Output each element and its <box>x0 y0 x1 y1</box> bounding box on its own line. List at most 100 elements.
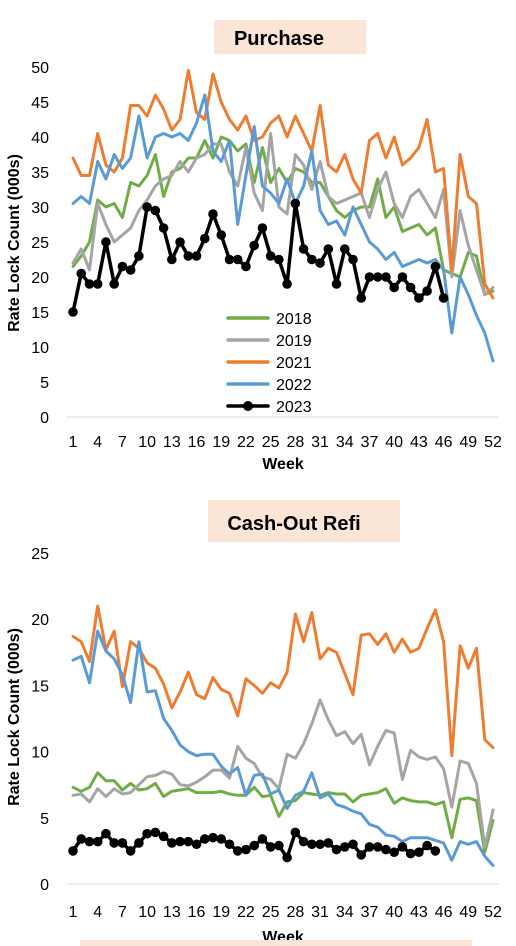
y-tick-label: 25 <box>31 235 49 252</box>
x-tick-label: 13 <box>163 904 181 921</box>
data-point-2023 <box>298 244 309 254</box>
data-point-2023 <box>323 244 334 254</box>
cash-out-refi-chart: Cash-Out Refi 0 5 10 15 20 25 1 4 7 10 13 16 19 22 25 2… <box>6 500 502 946</box>
x-tick-label: 22 <box>237 904 255 921</box>
x-tick-label: 16 <box>188 904 206 921</box>
data-point-2023 <box>191 839 202 850</box>
x-tick-label: 28 <box>286 434 304 451</box>
y-tick-label: 5 <box>40 811 49 828</box>
x-tick-label: 43 <box>410 904 428 921</box>
data-point-2023 <box>167 838 177 848</box>
data-point-2023 <box>101 237 111 247</box>
data-point-2023 <box>356 850 367 860</box>
purchase-plot-area: 0 5 10 15 20 25 30 35 40 45 50 1 4 7 10 13 16 19 22 25 28 31 3… <box>31 60 502 451</box>
data-point-2023 <box>175 836 185 847</box>
purchase-title-box <box>214 20 366 54</box>
x-tick-label: 37 <box>361 434 379 451</box>
x-tick-label: 37 <box>361 904 379 921</box>
x-tick-label: 52 <box>484 434 502 451</box>
data-point-2023 <box>405 848 416 859</box>
x-tick-label: 49 <box>459 434 477 451</box>
data-point-2023 <box>199 233 210 244</box>
x-tick-label: 34 <box>336 904 354 921</box>
data-point-2023 <box>364 842 375 852</box>
y-tick-label: 10 <box>31 340 49 357</box>
data-point-2023 <box>331 279 342 289</box>
y-tick-label: 20 <box>31 612 49 629</box>
data-point-2023 <box>158 831 169 842</box>
y-tick-label: 0 <box>40 877 49 894</box>
data-point-2023 <box>265 251 276 261</box>
data-point-2023 <box>175 237 185 247</box>
data-point-2023 <box>134 251 144 261</box>
x-tick-label: 19 <box>212 434 230 451</box>
data-point-2023 <box>372 842 383 852</box>
purchase-title: Purchase <box>234 28 324 50</box>
data-point-2023 <box>265 842 276 852</box>
x-tick-label: 7 <box>118 434 127 451</box>
y-tick-label: 45 <box>31 95 49 112</box>
data-point-2023 <box>158 223 169 233</box>
data-point-2023 <box>323 838 334 848</box>
data-point-2023 <box>315 839 325 850</box>
legend-label-2023: 2023 <box>276 399 312 416</box>
y-tick-label: 25 <box>31 546 49 563</box>
legend-marker-2023 <box>243 401 253 411</box>
data-point-2023 <box>142 828 152 839</box>
x-tick-label: 49 <box>459 904 477 921</box>
data-point-2023 <box>257 223 268 233</box>
series-line-2018 <box>71 135 495 296</box>
data-point-2023 <box>101 828 111 839</box>
data-point-2023 <box>167 254 177 265</box>
data-point-2023 <box>290 827 301 838</box>
y-tick-label: 30 <box>31 200 49 217</box>
y-tick-label: 40 <box>31 130 49 147</box>
data-point-2023 <box>216 834 227 844</box>
y-tick-label: 10 <box>31 745 49 762</box>
x-tick-label: 4 <box>93 434 102 451</box>
data-point-2023 <box>134 838 144 848</box>
x-tick-label: 34 <box>336 434 354 451</box>
legend-label-2021: 2021 <box>276 355 312 372</box>
x-tick-label: 46 <box>435 434 453 451</box>
data-point-2023 <box>109 838 119 848</box>
series-line-2022 <box>71 93 495 363</box>
series-line-2021 <box>71 604 495 758</box>
data-point-2023 <box>125 265 136 275</box>
data-point-2023 <box>339 842 350 852</box>
purchase-y-axis-title: Rate Lock Count (000s) <box>6 154 23 332</box>
data-point-2023 <box>438 293 449 303</box>
data-point-2023 <box>150 827 161 838</box>
data-point-2023 <box>414 847 424 858</box>
cash-out-refi-y-axis-title: Rate Lock Count (000s) <box>6 628 23 806</box>
data-point-2023 <box>92 279 103 289</box>
data-point-2023 <box>125 846 136 856</box>
data-point-2023 <box>405 282 416 293</box>
x-tick-label: 10 <box>138 434 156 451</box>
data-point-2023 <box>339 244 350 254</box>
data-point-2023 <box>199 834 210 844</box>
data-point-2023 <box>422 840 432 851</box>
x-tick-label: 7 <box>118 904 127 921</box>
x-tick-label: 31 <box>311 904 329 921</box>
x-tick-label: 16 <box>188 434 206 451</box>
data-point-2023 <box>216 230 227 240</box>
y-tick-label: 0 <box>40 410 49 427</box>
data-point-2023 <box>76 834 87 844</box>
data-point-2023 <box>282 852 292 863</box>
data-point-2023 <box>232 254 243 265</box>
data-point-2023 <box>397 842 408 852</box>
legend-label-2019: 2019 <box>276 333 312 350</box>
x-tick-label: 40 <box>385 904 403 921</box>
data-point-2023 <box>348 839 358 850</box>
legend-label-2022: 2022 <box>276 377 312 394</box>
data-point-2023 <box>183 836 194 847</box>
data-point-2023 <box>381 844 391 855</box>
x-tick-label: 1 <box>69 434 78 451</box>
x-tick-label: 4 <box>93 904 102 921</box>
data-point-2023 <box>389 847 399 858</box>
data-point-2023 <box>92 836 103 847</box>
purchase-legend: 2018 2019 2021 2022 2023 <box>226 311 312 416</box>
data-point-2023 <box>224 839 235 850</box>
